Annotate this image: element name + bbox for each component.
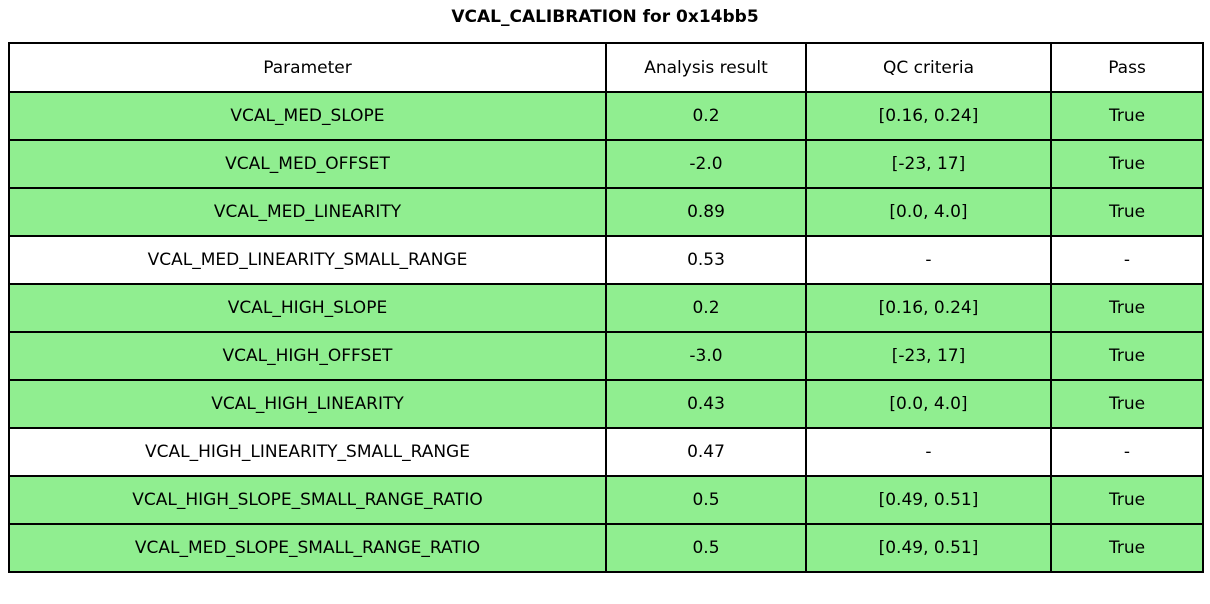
parameter-cell: VCAL_HIGH_LINEARITY: [8, 379, 607, 429]
analysis-result-cell: -2.0: [605, 139, 807, 189]
parameter-cell: VCAL_MED_SLOPE_SMALL_RANGE_RATIO: [8, 523, 607, 573]
pass-cell: True: [1050, 139, 1204, 189]
qc-criteria-cell: [0.49, 0.51]: [805, 475, 1052, 525]
pass-cell: True: [1050, 379, 1204, 429]
qc-criteria-cell: [0.0, 4.0]: [805, 187, 1052, 237]
qc-criteria-cell: [0.0, 4.0]: [805, 379, 1052, 429]
qc-criteria-cell: [0.16, 0.24]: [805, 283, 1052, 333]
parameter-cell: VCAL_HIGH_SLOPE_SMALL_RANGE_RATIO: [8, 475, 607, 525]
qc-criteria-cell: [0.16, 0.24]: [805, 91, 1052, 141]
parameter-cell: VCAL_MED_OFFSET: [8, 139, 607, 189]
qc-criteria-cell: -: [805, 235, 1052, 285]
pass-cell: True: [1050, 187, 1204, 237]
table-row: VCAL_MED_SLOPE 0.2 [0.16, 0.24] True: [8, 91, 1204, 141]
parameter-cell: VCAL_MED_LINEARITY_SMALL_RANGE: [8, 235, 607, 285]
table-row: VCAL_MED_OFFSET -2.0 [-23, 17] True: [8, 139, 1204, 189]
analysis-result-cell: 0.5: [605, 475, 807, 525]
column-header-qc-criteria: QC criteria: [805, 42, 1052, 93]
table-row: VCAL_MED_SLOPE_SMALL_RANGE_RATIO 0.5 [0.49…: [8, 523, 1204, 573]
column-header-pass: Pass: [1050, 42, 1204, 93]
table-row: VCAL_HIGH_SLOPE 0.2 [0.16, 0.24] True: [8, 283, 1204, 333]
analysis-result-cell: 0.2: [605, 283, 807, 333]
table-body: VCAL_MED_SLOPE 0.2 [0.16, 0.24] True VCAL_ME…: [8, 91, 1204, 573]
qc-criteria-cell: -: [805, 427, 1052, 477]
parameter-cell: VCAL_HIGH_LINEARITY_SMALL_RANGE: [8, 427, 607, 477]
parameter-cell: VCAL_MED_LINEARITY: [8, 187, 607, 237]
analysis-result-cell: 0.53: [605, 235, 807, 285]
pass-cell: True: [1050, 475, 1204, 525]
qc-criteria-cell: [-23, 17]: [805, 139, 1052, 189]
analysis-result-cell: -3.0: [605, 331, 807, 381]
table-row: VCAL_HIGH_SLOPE_SMALL_RANGE_RATIO 0.5 [0.4…: [8, 475, 1204, 525]
table-row: VCAL_HIGH_LINEARITY_SMALL_RANGE 0.47- -: [8, 427, 1204, 477]
table-row: VCAL_HIGH_LINEARITY 0.43 [0.0, 4.0] True: [8, 379, 1204, 429]
pass-cell: -: [1050, 235, 1204, 285]
pass-cell: True: [1050, 331, 1204, 381]
pass-cell: True: [1050, 91, 1204, 141]
parameter-cell: VCAL_HIGH_OFFSET: [8, 331, 607, 381]
table-row: VCAL_MED_LINEARITY 0.89 [0.0, 4.0] True: [8, 187, 1204, 237]
pass-cell: -: [1050, 427, 1204, 477]
table-row: VCAL_MED_LINEARITY_SMALL_RANGE 0.53- -: [8, 235, 1204, 285]
analysis-result-cell: 0.43: [605, 379, 807, 429]
analysis-result-cell: 0.2: [605, 91, 807, 141]
qc-criteria-cell: [-23, 17]: [805, 331, 1052, 381]
analysis-result-cell: 0.89: [605, 187, 807, 237]
analysis-result-cell: 0.47: [605, 427, 807, 477]
column-header-analysis-result: Analysis result: [605, 42, 807, 93]
table-header-row: Parameter Analysis result QC criteria Pa…: [8, 42, 1204, 93]
parameter-cell: VCAL_HIGH_SLOPE: [8, 283, 607, 333]
qc-criteria-cell: [0.49, 0.51]: [805, 523, 1052, 573]
parameter-cell: VCAL_MED_SLOPE: [8, 91, 607, 141]
pass-cell: True: [1050, 283, 1204, 333]
table-row: VCAL_HIGH_OFFSET -3.0 [-23, 17] True: [8, 331, 1204, 381]
column-header-parameter: Parameter: [8, 42, 607, 93]
page-title: VCAL_CALIBRATION for 0x14bb5: [451, 7, 759, 27]
analysis-result-cell: 0.5: [605, 523, 807, 573]
qc-calibration-table: Parameter Analysis result QC criteria Pa…: [8, 42, 1204, 573]
pass-cell: True: [1050, 523, 1204, 573]
